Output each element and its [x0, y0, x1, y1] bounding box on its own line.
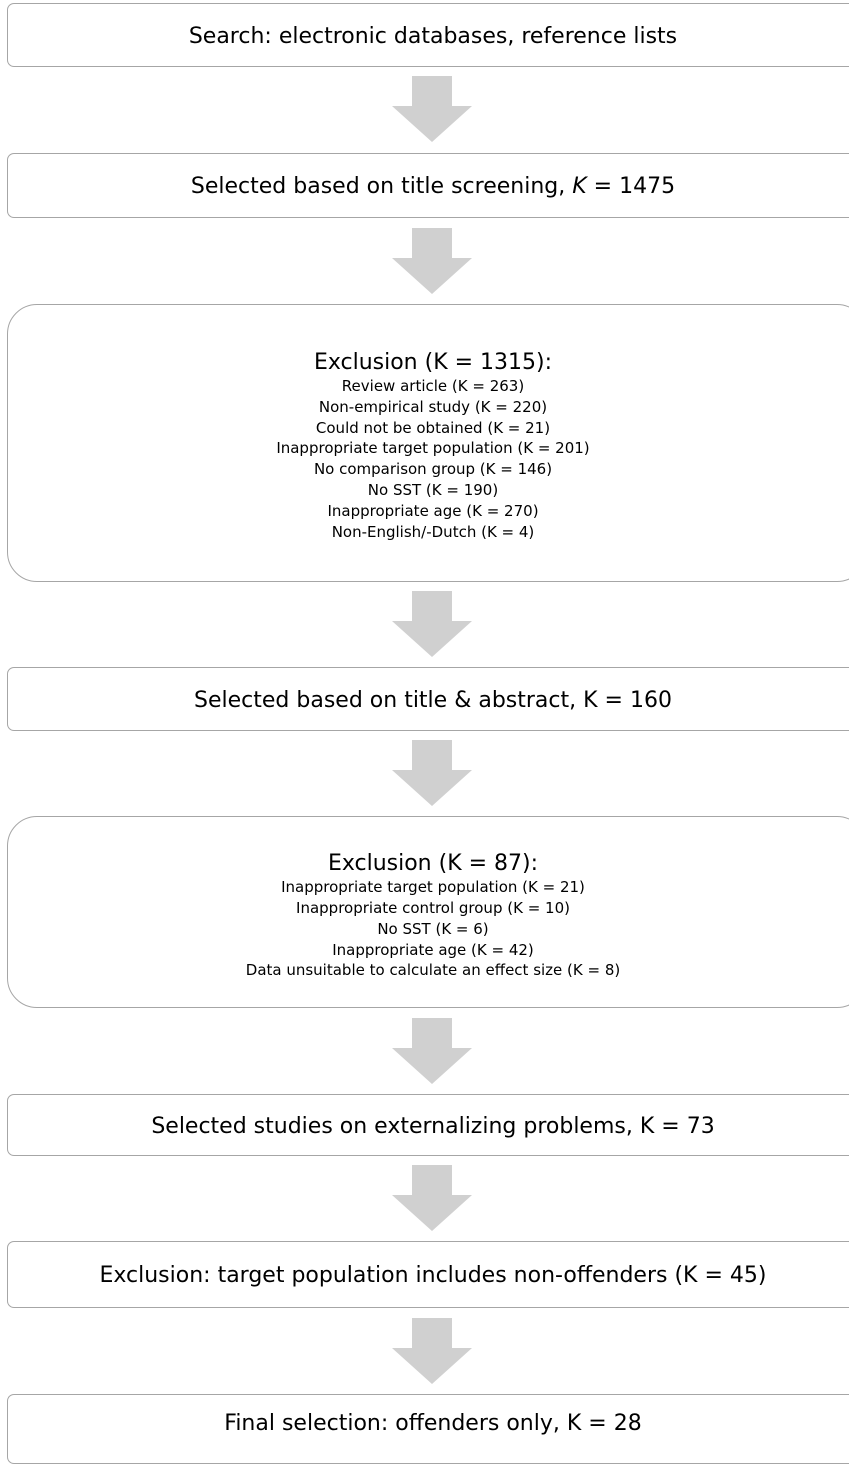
arrow-down-1 — [392, 76, 472, 142]
step-title-screening-k: K — [572, 174, 586, 199]
step-title-screening-suffix: = 1475 — [587, 174, 675, 199]
step-title-screening-prefix: Selected based on title screening, — [191, 174, 572, 199]
arrow-down-6 — [392, 1165, 472, 1231]
exclusion-3-box: Exclusion: target population includes no… — [7, 1241, 849, 1308]
exclusion-2-box: Exclusion (K = 87): Inappropriate target… — [7, 816, 849, 1008]
step-title-abstract-text: Selected based on title & abstract, K = … — [194, 688, 672, 713]
exclusion-2-item: Inappropriate target population (K = 21) — [13, 877, 849, 898]
exclusion-1-title: Exclusion (K = 1315): — [13, 350, 849, 376]
exclusion-1-item: Inappropriate age (K = 270) — [13, 501, 849, 522]
exclusion-1-item: No comparison group (K = 146) — [13, 459, 849, 480]
step-final-text: Final selection: offenders only, K = 28 — [224, 1411, 641, 1436]
exclusion-2-item: Inappropriate age (K = 42) — [13, 940, 849, 961]
exclusion-2-item: Data unsuitable to calculate an effect s… — [13, 960, 849, 981]
exclusion-1-item: Non-English/-Dutch (K = 4) — [13, 522, 849, 543]
exclusion-1-item: Non-empirical study (K = 220) — [13, 397, 849, 418]
step-title-abstract-box: Selected based on title & abstract, K = … — [7, 667, 849, 731]
exclusion-1-item: Inappropriate target population (K = 201… — [13, 438, 849, 459]
arrow-down-5 — [392, 1018, 472, 1084]
exclusion-3-text: Exclusion: target population includes no… — [100, 1263, 767, 1288]
exclusion-2-title: Exclusion (K = 87): — [13, 851, 849, 877]
exclusion-2-item: No SST (K = 6) — [13, 919, 849, 940]
arrow-down-2 — [392, 228, 472, 294]
exclusion-1-box: Exclusion (K = 1315): Review article (K … — [7, 304, 849, 582]
step-externalizing-box: Selected studies on externalizing proble… — [7, 1094, 849, 1156]
arrow-down-7 — [392, 1318, 472, 1384]
exclusion-2-item: Inappropriate control group (K = 10) — [13, 898, 849, 919]
exclusion-1-item: Could not be obtained (K = 21) — [13, 418, 849, 439]
step-search-box: Search: electronic databases, reference … — [7, 3, 849, 67]
arrow-down-4 — [392, 740, 472, 806]
exclusion-1-item: No SST (K = 190) — [13, 480, 849, 501]
exclusion-1-item: Review article (K = 263) — [13, 376, 849, 397]
step-title-screening-box: Selected based on title screening, K = 1… — [7, 153, 849, 218]
arrow-down-3 — [392, 591, 472, 657]
step-externalizing-text: Selected studies on externalizing proble… — [151, 1114, 714, 1139]
step-search-text: Search: electronic databases, reference … — [189, 24, 677, 49]
